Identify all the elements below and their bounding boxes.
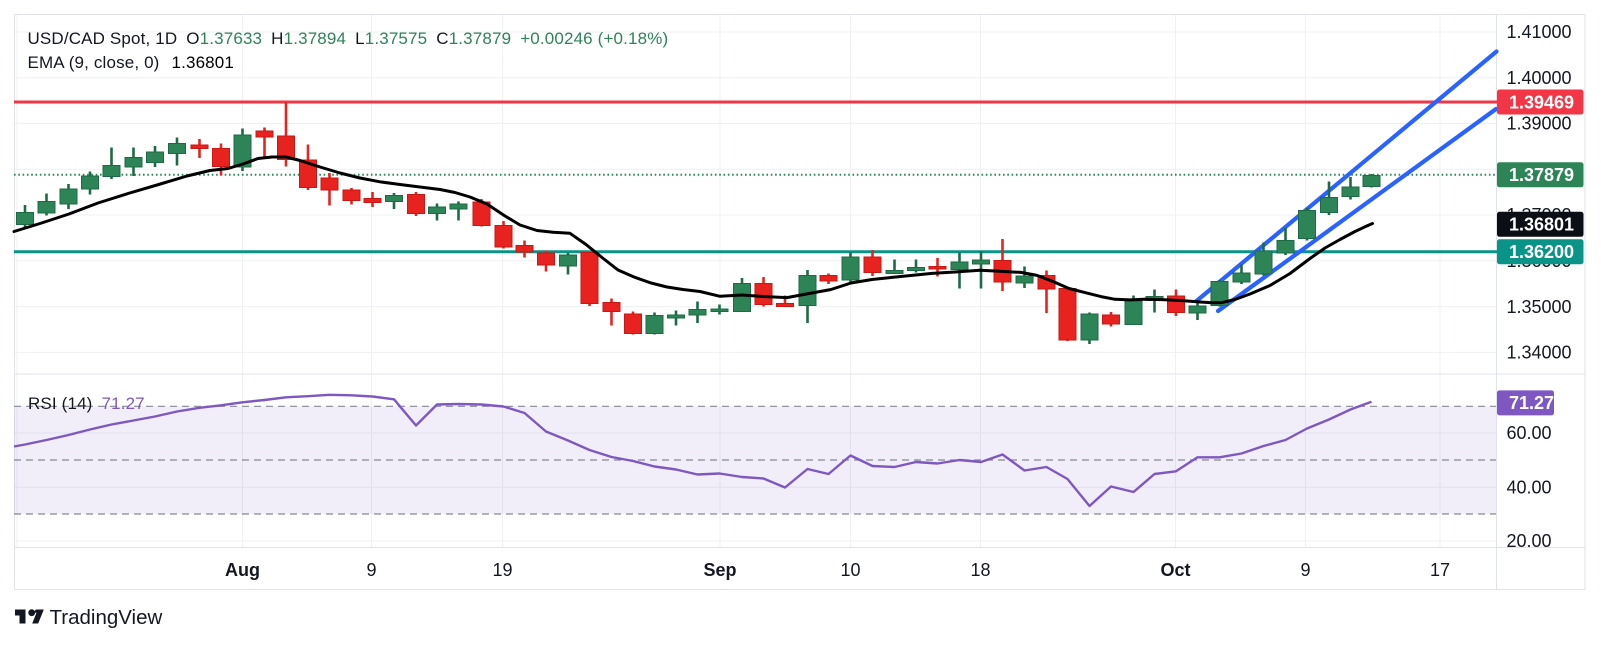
svg-text:1.34000: 1.34000: [1507, 343, 1572, 363]
svg-text:1.39469: 1.39469: [1509, 92, 1574, 112]
svg-text:1.36200: 1.36200: [1509, 242, 1574, 262]
svg-text:RSI (14)71.27: RSI (14) 71.27: [28, 394, 145, 413]
svg-text:Aug: Aug: [225, 560, 260, 580]
svg-text:71.27: 71.27: [1509, 393, 1554, 413]
svg-text:10: 10: [840, 560, 860, 580]
svg-text:1.37879: 1.37879: [1509, 165, 1574, 185]
svg-text:1.35000: 1.35000: [1507, 297, 1572, 317]
svg-text:9: 9: [1300, 560, 1310, 580]
svg-text:17: 17: [1430, 560, 1450, 580]
svg-text:TradingView: TradingView: [50, 606, 163, 629]
svg-text:19: 19: [492, 560, 512, 580]
svg-text:1.36801: 1.36801: [1509, 215, 1574, 235]
svg-text:1.39000: 1.39000: [1507, 114, 1572, 134]
svg-text:9: 9: [366, 560, 376, 580]
svg-text:Sep: Sep: [703, 560, 736, 580]
svg-text:EMA (9, close, 0)1.36801: EMA (9, close, 0) 1.36801: [28, 53, 235, 72]
svg-text:40.00: 40.00: [1507, 477, 1552, 497]
svg-text:18: 18: [970, 560, 990, 580]
svg-text:Oct: Oct: [1160, 560, 1190, 580]
svg-text:60.00: 60.00: [1507, 423, 1552, 443]
svg-text:1.41000: 1.41000: [1507, 22, 1572, 42]
svg-text:20.00: 20.00: [1507, 531, 1552, 551]
svg-text:1.40000: 1.40000: [1507, 68, 1572, 88]
